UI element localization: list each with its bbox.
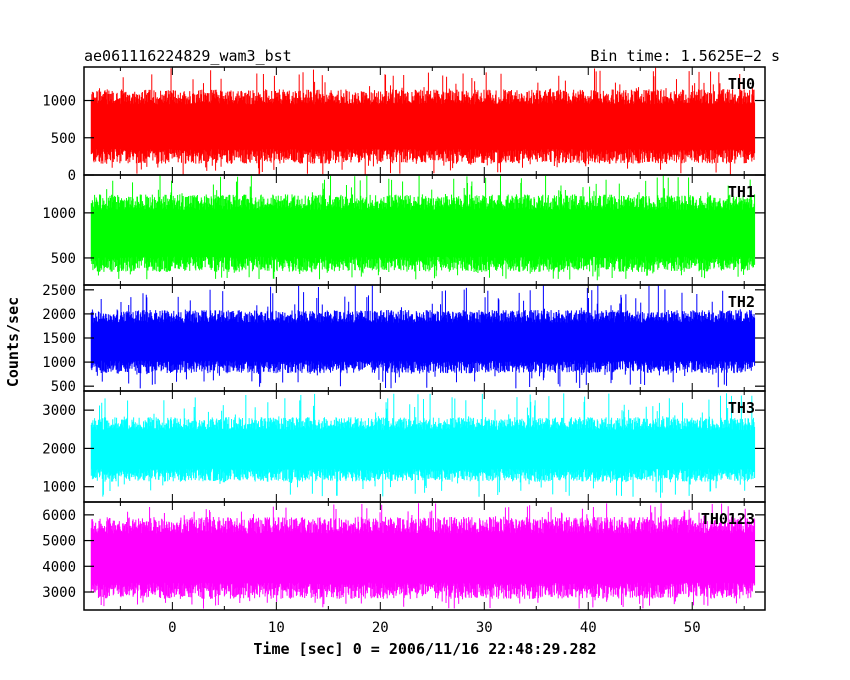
panel-th1: 500 1000 TH1 xyxy=(42,174,766,286)
y-axis-label: Counts/sec xyxy=(4,297,22,387)
panel-th2: 500 1000 1500 2000 2500 TH2 xyxy=(42,283,766,395)
y-tick-label: 500 xyxy=(51,131,76,147)
panel-label-th0123: TH0123 xyxy=(701,510,755,528)
chart-title-left: ae061116224829_wam3_bst xyxy=(84,47,292,65)
y-tick-label: 0 xyxy=(68,168,76,184)
panel-frame xyxy=(83,501,766,611)
y-tick-label: 1500 xyxy=(42,331,76,347)
y-tick-label: 2500 xyxy=(42,283,76,299)
panels-group: 0 500 1000 TH0 500 1000 TH1 500 1000 1500 2000 2500… xyxy=(42,66,766,611)
panel-th0123: 3000 4000 5000 6000 TH0123 xyxy=(42,501,766,611)
series-trace-th3 xyxy=(90,393,756,498)
x-tick-label: 50 xyxy=(684,620,701,636)
x-tick-label: 10 xyxy=(268,620,285,636)
y-tick-label: 4000 xyxy=(42,559,76,575)
y-tick-label: 5000 xyxy=(42,534,76,550)
panel-th3: 1000 2000 3000 TH3 xyxy=(42,390,766,503)
y-tick-label: 500 xyxy=(51,251,76,267)
y-tick-label: 1000 xyxy=(42,206,76,222)
panel-label-th0: TH0 xyxy=(728,75,755,93)
y-tick-label: 2000 xyxy=(42,307,76,323)
chart-title-right: Bin time: 1.5625E−2 s xyxy=(590,47,780,65)
y-tick-label: 3000 xyxy=(42,403,76,419)
x-tick-label: 40 xyxy=(580,620,597,636)
panel-label-th1: TH1 xyxy=(728,183,755,201)
y-tick-label: 6000 xyxy=(42,508,76,524)
series-trace-th0 xyxy=(90,67,756,175)
series-trace-th2 xyxy=(90,285,756,389)
series-trace-th0123 xyxy=(90,503,756,609)
x-tick-label: 20 xyxy=(372,620,389,636)
x-tick-label: 0 xyxy=(168,620,176,636)
y-tick-label: 1000 xyxy=(42,94,76,110)
series-trace-th1 xyxy=(90,175,756,281)
y-tick-label: 1000 xyxy=(42,355,76,371)
panel-label-th2: TH2 xyxy=(728,293,755,311)
panel-label-th3: TH3 xyxy=(728,399,755,417)
y-tick-label: 500 xyxy=(51,379,76,395)
y-tick-label: 2000 xyxy=(42,441,76,457)
x-axis: 0 10 20 30 40 50 xyxy=(168,620,700,636)
x-axis-label: Time [sec] 0 = 2006/11/16 22:48:29.282 xyxy=(253,640,596,658)
panel-th0: 0 500 1000 TH0 xyxy=(42,66,766,184)
y-tick-label: 1000 xyxy=(42,480,76,496)
y-tick-label: 3000 xyxy=(42,585,76,601)
x-tick-label: 30 xyxy=(476,620,493,636)
